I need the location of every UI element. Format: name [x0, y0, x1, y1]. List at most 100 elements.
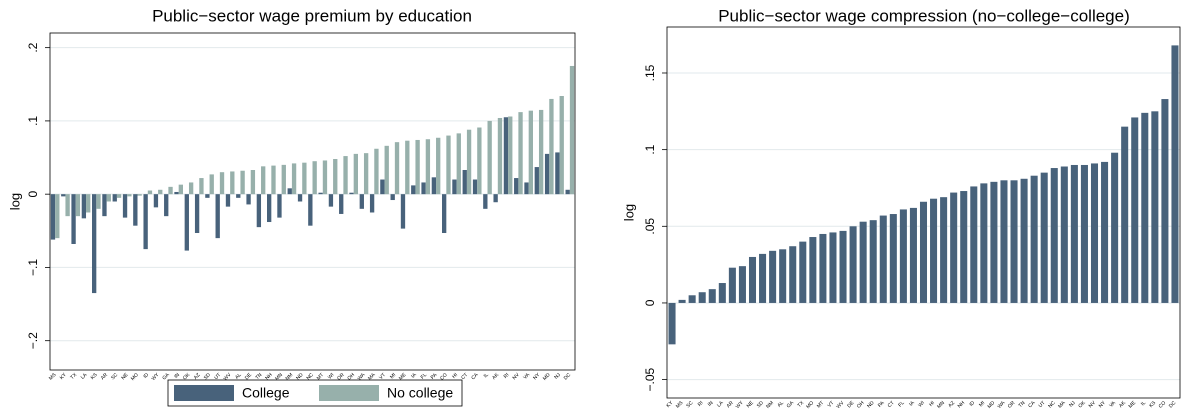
bar [940, 197, 948, 303]
x-tick-label: NY [1098, 400, 1108, 409]
x-tick-label: NE [746, 400, 756, 409]
bar [549, 98, 554, 195]
x-tick-label: CA [1027, 400, 1037, 409]
x-tick-label: KS [1148, 400, 1157, 409]
bar [411, 185, 416, 195]
x-tick-label: DE [244, 372, 254, 382]
x-tick-label: AK [491, 372, 500, 381]
bar [225, 194, 231, 207]
x-tick-label: MS [675, 400, 685, 409]
bar [147, 190, 153, 195]
bar [256, 194, 262, 228]
x-tick-label: VT [378, 372, 387, 381]
bar [1101, 161, 1109, 303]
x-tick-label: OK [1077, 400, 1087, 409]
bar [194, 194, 200, 234]
bar [514, 178, 519, 195]
bar [219, 172, 225, 195]
bar [61, 194, 66, 197]
bar [363, 153, 369, 195]
bar [446, 135, 451, 195]
x-tick-label: AK [1118, 400, 1127, 409]
bar [400, 194, 406, 229]
legend-swatch [319, 385, 379, 401]
x-tick-label: SD [203, 372, 212, 381]
bar [534, 167, 539, 195]
bar [425, 139, 431, 195]
x-tick-label: WI [917, 400, 926, 409]
x-tick-label: NJ [553, 372, 562, 381]
x-tick-label: MA [1057, 400, 1067, 409]
x-tick-label: CT [887, 400, 896, 409]
y-tick-label: .15 [643, 64, 657, 81]
x-tick-label: NM [765, 400, 775, 409]
bar [164, 194, 169, 217]
bar [859, 221, 867, 303]
bar [209, 174, 214, 195]
x-tick-label: HI [451, 372, 459, 380]
y-tick-label: −.1 [26, 259, 40, 276]
bar [483, 194, 488, 209]
bar [909, 207, 917, 303]
x-tick-label: NJ [1068, 400, 1077, 409]
bar [390, 194, 395, 201]
x-tick-label: WV [223, 372, 233, 382]
bar [81, 194, 87, 219]
bar [106, 194, 111, 202]
x-tick-label: MS [48, 372, 58, 382]
x-tick-label: NM [285, 372, 295, 382]
bar [318, 192, 323, 195]
bar [267, 194, 272, 223]
bar [990, 181, 998, 303]
bar [1080, 164, 1088, 303]
bar [1010, 180, 1018, 303]
x-tick-label: OH [856, 400, 866, 409]
y-tick-label: −.2 [26, 332, 40, 349]
bar [1111, 152, 1119, 303]
bar [271, 165, 276, 195]
x-tick-label: NH [264, 372, 274, 382]
legend-label: No college [387, 385, 453, 401]
bar [374, 148, 379, 195]
bar [436, 137, 441, 195]
y-tick-label: .2 [26, 42, 40, 52]
bar [668, 302, 676, 345]
x-tick-label: SC [110, 372, 119, 381]
bar [688, 295, 696, 303]
x-tick-label: AZ [193, 372, 202, 381]
x-tick-label: FL [897, 400, 906, 409]
bar [102, 194, 107, 217]
bar [1050, 168, 1058, 303]
bar [380, 179, 385, 195]
x-tick-label: RI [503, 372, 511, 380]
x-tick-label: MO [805, 400, 815, 409]
bar [55, 194, 60, 239]
plot-frame [666, 26, 1181, 399]
bar [1060, 166, 1068, 303]
bar [569, 65, 575, 195]
bar [178, 184, 183, 195]
x-tick-label: NV [1088, 400, 1098, 409]
plot-frame [49, 32, 576, 371]
bar [369, 194, 375, 213]
bar [493, 194, 498, 203]
x-tick-label: FL [420, 372, 429, 381]
x-tick-label: UT [1038, 400, 1047, 409]
bar [1151, 111, 1159, 303]
bar [950, 192, 958, 303]
bar [759, 253, 767, 303]
bar [277, 194, 282, 218]
x-tick-label: HI [928, 400, 936, 408]
bar [75, 194, 81, 217]
bar [829, 232, 837, 303]
x-tick-label: VA [522, 372, 531, 381]
bar [555, 152, 560, 195]
bar [452, 179, 457, 195]
x-tick-label: VA [1108, 400, 1117, 409]
bar [184, 194, 189, 251]
x-tick-label: OR [1007, 400, 1017, 409]
bar [528, 110, 533, 195]
x-tick-label: WY [150, 372, 160, 382]
x-tick-label: IA [410, 372, 418, 380]
